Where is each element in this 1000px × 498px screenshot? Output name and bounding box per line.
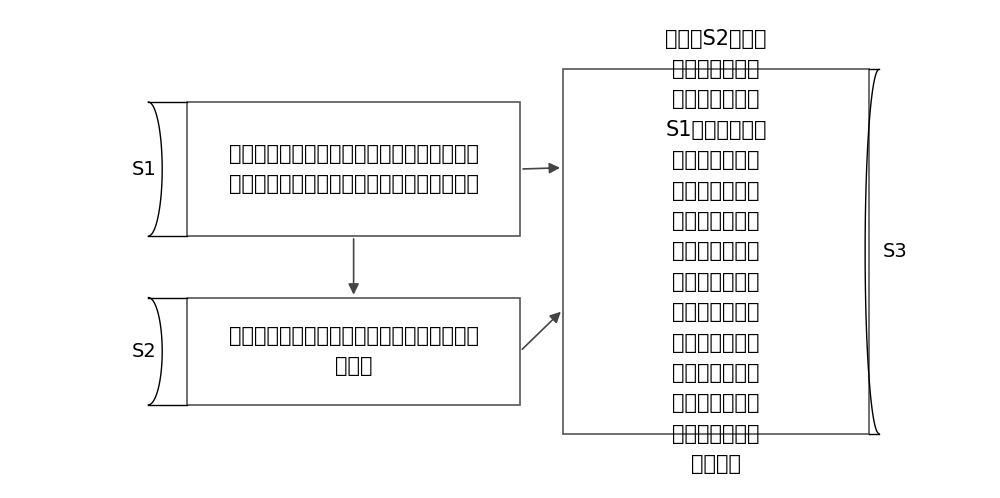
Text: S1: S1 bbox=[132, 159, 157, 179]
Bar bbox=[563, 69, 869, 434]
Text: S3: S3 bbox=[883, 242, 908, 261]
Bar bbox=[187, 297, 520, 405]
Bar bbox=[187, 102, 520, 236]
Text: S2: S2 bbox=[132, 342, 157, 361]
Text: 利用核磁共振仪扫描获得人体热疗区的温度场
分布图: 利用核磁共振仪扫描获得人体热疗区的温度场 分布图 bbox=[229, 326, 479, 376]
Text: 利用光纤测温装置采用无创技术得到体内若干
关键点的精准温度作为温度标定点和参照基准: 利用光纤测温装置采用无创技术得到体内若干 关键点的精准温度作为温度标定点和参照基… bbox=[229, 144, 479, 194]
Text: 在步骤S2扫描获
得的温度场分布
图中，找到步骤
S1选定的温度标
定点，通过温度
场分布图中各热
点与温度标定点
热成像数据比对
，求得两者的温
度关系，再以: 在步骤S2扫描获 得的温度场分布 图中，找到步骤 S1选定的温度标 定点，通过温… bbox=[665, 29, 767, 474]
